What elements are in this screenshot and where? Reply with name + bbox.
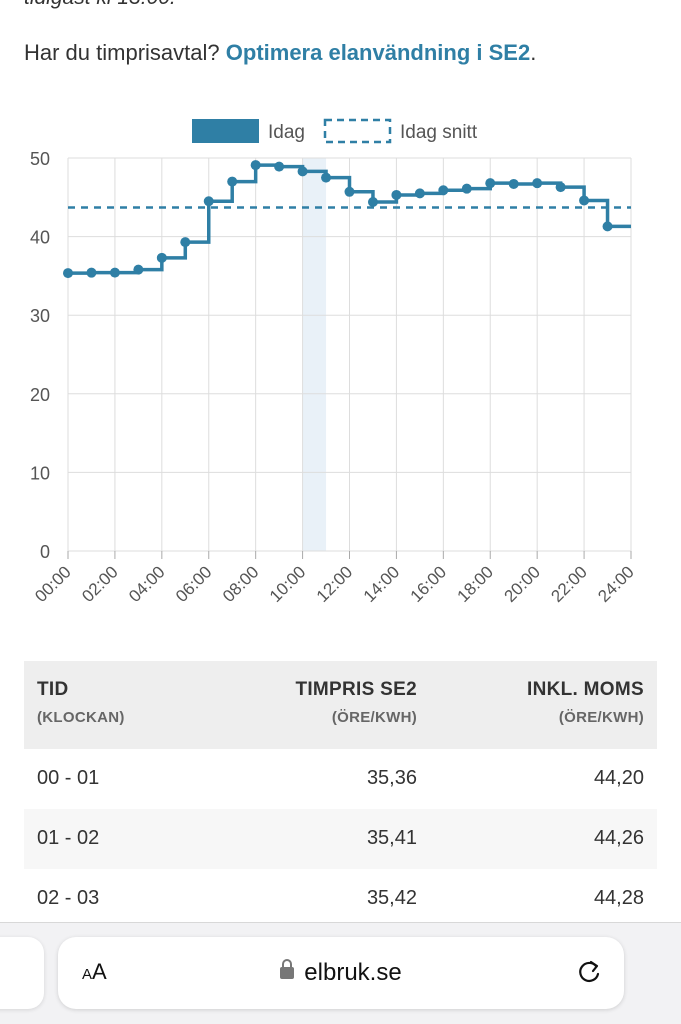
price-point bbox=[485, 178, 496, 189]
x-tick-label: 08:00 bbox=[219, 562, 263, 606]
text-size-button[interactable]: AA bbox=[82, 959, 107, 985]
cell-tid: 00 - 01 bbox=[37, 767, 100, 789]
header-tid-sub: (KLOCKAN) bbox=[37, 709, 125, 726]
x-tick-label: 16:00 bbox=[407, 562, 451, 606]
price-point bbox=[156, 252, 167, 263]
price-point bbox=[508, 178, 519, 189]
intro-line: Har du timprisavtal? Optimera elanvändni… bbox=[24, 40, 536, 66]
address-bar[interactable]: AA elbruk.se bbox=[58, 937, 624, 1009]
price-point bbox=[180, 237, 191, 248]
legend-label-idag: Idag bbox=[268, 122, 305, 143]
header-moms: INKL. MOMS (ÖRE/KWH) bbox=[527, 679, 644, 726]
x-tick-label: 24:00 bbox=[594, 562, 638, 606]
price-point bbox=[461, 183, 472, 194]
x-tick-label: 22:00 bbox=[547, 562, 591, 606]
price-point bbox=[579, 195, 590, 206]
lock-icon bbox=[280, 959, 295, 979]
cell-tid: 02 - 03 bbox=[37, 887, 100, 909]
x-tick-label: 06:00 bbox=[172, 562, 216, 606]
price-point bbox=[602, 221, 613, 232]
x-tick-label: 04:00 bbox=[125, 562, 169, 606]
previous-tab[interactable] bbox=[0, 937, 44, 1009]
price-chart: 0 10 20 30 40 50 00:00 02:00 04:00 06:00 08:00 10:0… bbox=[30, 118, 638, 606]
cell-pris: 35,42 bbox=[366, 887, 417, 909]
price-point bbox=[63, 268, 73, 279]
price-point bbox=[274, 161, 285, 172]
y-tick-label: 10 bbox=[30, 463, 50, 483]
text-size-large: A bbox=[92, 959, 107, 984]
text-size-small: A bbox=[82, 966, 93, 983]
table-header: TID (KLOCKAN) TIMPRIS SE2 (ÖRE/KWH) INKL… bbox=[24, 661, 657, 749]
table-row: 02 - 03 35,42 44,28 bbox=[24, 869, 657, 929]
cell-tid: 01 - 02 bbox=[37, 827, 100, 849]
y-tick-label: 30 bbox=[30, 306, 50, 326]
url-display[interactable]: elbruk.se bbox=[58, 959, 624, 987]
header-timpris-title: TIMPRIS SE2 bbox=[295, 679, 417, 700]
cell-moms: 44,28 bbox=[593, 887, 644, 909]
y-tick-label: 50 bbox=[30, 149, 50, 169]
x-tick-label: 18:00 bbox=[454, 562, 498, 606]
x-tick-label: 10:00 bbox=[266, 562, 310, 606]
cell-moms: 44,20 bbox=[593, 767, 644, 789]
header-tid: TID (KLOCKAN) bbox=[37, 679, 125, 726]
url-text: elbruk.se bbox=[304, 959, 402, 986]
header-timpris-sub: (ÖRE/KWH) bbox=[331, 709, 417, 726]
table-row: 01 - 02 35,41 44,26 bbox=[24, 809, 657, 869]
price-point bbox=[109, 267, 120, 278]
reload-icon[interactable] bbox=[574, 957, 604, 987]
browser-bottom-bar: AA elbruk.se bbox=[0, 922, 681, 1024]
y-tick-label: 20 bbox=[30, 385, 50, 405]
price-point bbox=[414, 188, 425, 199]
header-tid-title: TID bbox=[37, 679, 69, 700]
cell-moms: 44,26 bbox=[593, 827, 644, 849]
header-timpris: TIMPRIS SE2 (ÖRE/KWH) bbox=[295, 679, 417, 726]
x-tick-label: 12:00 bbox=[313, 562, 357, 606]
price-point bbox=[391, 189, 402, 200]
price-point bbox=[532, 178, 543, 189]
legend-label-snitt: Idag snitt bbox=[400, 122, 478, 143]
x-tick-label: 00:00 bbox=[31, 562, 75, 606]
intro-text: Har du timprisavtal? bbox=[24, 40, 220, 65]
table-row: 00 - 01 35,36 44,20 bbox=[24, 749, 657, 809]
price-point bbox=[438, 185, 449, 196]
cut-off-text: tidigast kl 13:00. bbox=[24, 0, 176, 10]
price-point bbox=[250, 160, 261, 171]
cell-pris: 35,36 bbox=[366, 767, 417, 789]
price-point bbox=[321, 172, 332, 183]
legend-swatch-snitt bbox=[323, 118, 392, 144]
price-point bbox=[227, 176, 238, 187]
price-point bbox=[344, 186, 355, 197]
x-tick-label: 02:00 bbox=[78, 562, 122, 606]
y-tick-label: 40 bbox=[30, 228, 50, 248]
price-table: TID (KLOCKAN) TIMPRIS SE2 (ÖRE/KWH) INKL… bbox=[24, 661, 657, 929]
price-point bbox=[203, 196, 214, 207]
optimize-link[interactable]: Optimera elanvändning i SE2 bbox=[225, 40, 531, 65]
price-point bbox=[86, 267, 97, 278]
price-point bbox=[297, 166, 308, 177]
price-point bbox=[133, 264, 144, 275]
x-tick-label: 20:00 bbox=[500, 562, 544, 606]
header-moms-sub: (ÖRE/KWH) bbox=[558, 709, 644, 726]
x-tick-label: 14:00 bbox=[360, 562, 404, 606]
intro-end: . bbox=[530, 40, 537, 65]
header-moms-title: INKL. MOMS bbox=[527, 679, 644, 700]
cell-pris: 35,41 bbox=[366, 827, 417, 849]
y-tick-label: 0 bbox=[40, 542, 50, 562]
price-point bbox=[555, 182, 566, 193]
legend-swatch-idag bbox=[192, 119, 259, 143]
current-hour-highlight bbox=[302, 158, 327, 551]
price-point bbox=[367, 197, 378, 208]
